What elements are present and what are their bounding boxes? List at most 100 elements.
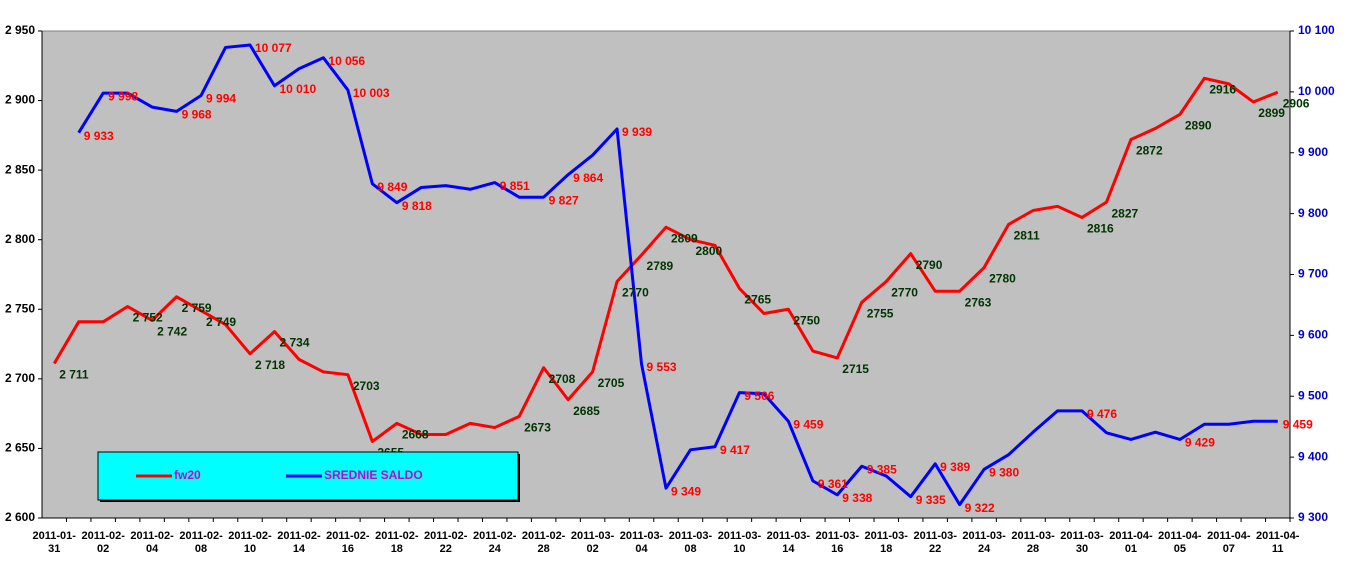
data-label: 10 077 (255, 41, 292, 55)
data-label: 2827 (1111, 206, 1138, 220)
data-label: 2 759 (182, 301, 212, 315)
data-label: 2715 (842, 362, 869, 376)
x-tick-label: 2011-03-08 (668, 530, 713, 555)
legend-label: SREDNIE SALDO (324, 468, 423, 482)
data-label: 9 338 (842, 491, 872, 505)
data-label: 2685 (573, 404, 600, 418)
y2-tick-label: 9 700 (1298, 267, 1328, 281)
data-label: 2899 (1258, 106, 1285, 120)
x-tick-label: 2011-04-01 (1109, 530, 1153, 555)
y2-tick-label: 9 800 (1298, 206, 1328, 220)
y2-tick-label: 10 100 (1298, 23, 1335, 37)
data-label: 9 417 (720, 443, 750, 457)
data-label: 2790 (916, 258, 943, 272)
data-label: 9 361 (818, 477, 848, 491)
y-tick-label: 2 700 (5, 371, 35, 385)
x-tick-label: 2011-02-22 (424, 530, 468, 555)
data-label: 2708 (549, 372, 576, 386)
y2-tick-label: 10 000 (1298, 84, 1335, 98)
data-label: 9 389 (940, 460, 970, 474)
x-tick-label: 2011-03-02 (570, 530, 615, 555)
x-tick-label: 2011-02-16 (326, 530, 370, 555)
x-tick-label: 2011-03-24 (962, 530, 1006, 555)
x-tick-label: 2011-04-07 (1207, 530, 1251, 555)
data-label: 9 385 (867, 462, 897, 476)
data-label: 2906 (1283, 96, 1310, 110)
x-tick-label: 2011-04-05 (1158, 530, 1202, 555)
data-label: 9 998 (108, 89, 138, 103)
x-tick-label: 2011-02-28 (521, 530, 566, 555)
x-tick-label: 2011-02-08 (179, 530, 223, 555)
x-tick-label: 2011-02-04 (130, 530, 174, 555)
data-label: 2811 (1014, 229, 1040, 243)
data-label: 2673 (524, 421, 551, 435)
x-tick-label: 2011-03-04 (619, 530, 664, 555)
data-label: 9 864 (573, 171, 603, 185)
y-tick-label: 2 950 (5, 23, 35, 37)
data-label: 2789 (647, 259, 674, 273)
data-label: 9 994 (206, 92, 236, 106)
y2-tick-label: 9 500 (1298, 388, 1328, 402)
y-tick-label: 2 650 (5, 441, 35, 455)
data-label: 2 711 (59, 368, 89, 382)
x-tick-label: 2011-03-22 (913, 530, 957, 555)
x-tick-label: 2011-02-24 (472, 530, 517, 555)
data-label: 9 335 (916, 493, 946, 507)
data-label: 2809 (671, 231, 698, 245)
x-tick-label: 2011-03-28 (1011, 530, 1055, 555)
data-label: 2916 (1209, 82, 1236, 96)
x-tick-label: 2011-03-30 (1060, 530, 1104, 555)
data-label: 2872 (1136, 144, 1163, 158)
legend-label: fw20 (174, 468, 201, 482)
data-label: 10 010 (279, 82, 316, 96)
y2-tick-label: 9 600 (1298, 328, 1328, 342)
data-label: 2705 (598, 376, 625, 390)
y-tick-label: 2 900 (5, 93, 35, 107)
data-label: 9 506 (744, 389, 774, 403)
y2-tick-label: 9 300 (1298, 510, 1328, 524)
data-label: 9 322 (965, 501, 995, 515)
data-label: 9 459 (1283, 417, 1313, 431)
data-label: 2 752 (133, 311, 163, 325)
data-label: 9 380 (989, 465, 1019, 479)
y2-tick-label: 9 900 (1298, 145, 1328, 159)
x-tick-label: 2011-03-14 (766, 530, 811, 555)
data-label: 9 968 (182, 108, 212, 122)
data-label: 2 734 (279, 336, 309, 350)
x-tick-label: 2011-03-18 (864, 530, 908, 555)
data-label: 9 349 (671, 484, 701, 498)
data-label: 2763 (965, 295, 992, 309)
plot-area (41, 30, 1291, 519)
data-label: 9 459 (793, 417, 823, 431)
data-label: 2765 (744, 293, 771, 307)
x-tick-label: 2011-02-18 (375, 530, 419, 555)
x-tick-label: 2011-02-10 (228, 530, 272, 555)
data-label: 9 553 (647, 360, 677, 374)
data-label: 9 933 (84, 129, 114, 143)
y2-tick-label: 9 400 (1298, 449, 1328, 463)
x-tick-label: 2011-03-10 (717, 530, 762, 555)
x-tick-label: 2011-02-02 (81, 530, 125, 555)
data-label: 2668 (402, 428, 429, 442)
data-label: 9 851 (500, 179, 530, 193)
data-label: 2780 (989, 272, 1016, 286)
data-label: 2750 (793, 313, 820, 327)
y-tick-label: 2 850 (5, 162, 35, 176)
data-label: 9 818 (402, 199, 432, 213)
y-tick-label: 2 750 (5, 301, 35, 315)
data-label: 2816 (1087, 222, 1114, 236)
data-label: 2770 (622, 286, 649, 300)
x-tick-label: 2011-04-11 (1256, 530, 1300, 555)
data-label: 2800 (695, 244, 722, 258)
data-label: 2 749 (206, 315, 236, 329)
x-tick-label: 2011-02-14 (277, 530, 321, 555)
data-label: 9 939 (622, 125, 652, 139)
y-tick-label: 2 800 (5, 232, 35, 246)
series-line (52, 76, 1279, 443)
data-label: 9 827 (549, 193, 579, 207)
data-label: 2755 (867, 307, 894, 321)
data-label: 2 742 (157, 325, 187, 339)
x-tick-label: 2011-01-31 (32, 530, 76, 555)
